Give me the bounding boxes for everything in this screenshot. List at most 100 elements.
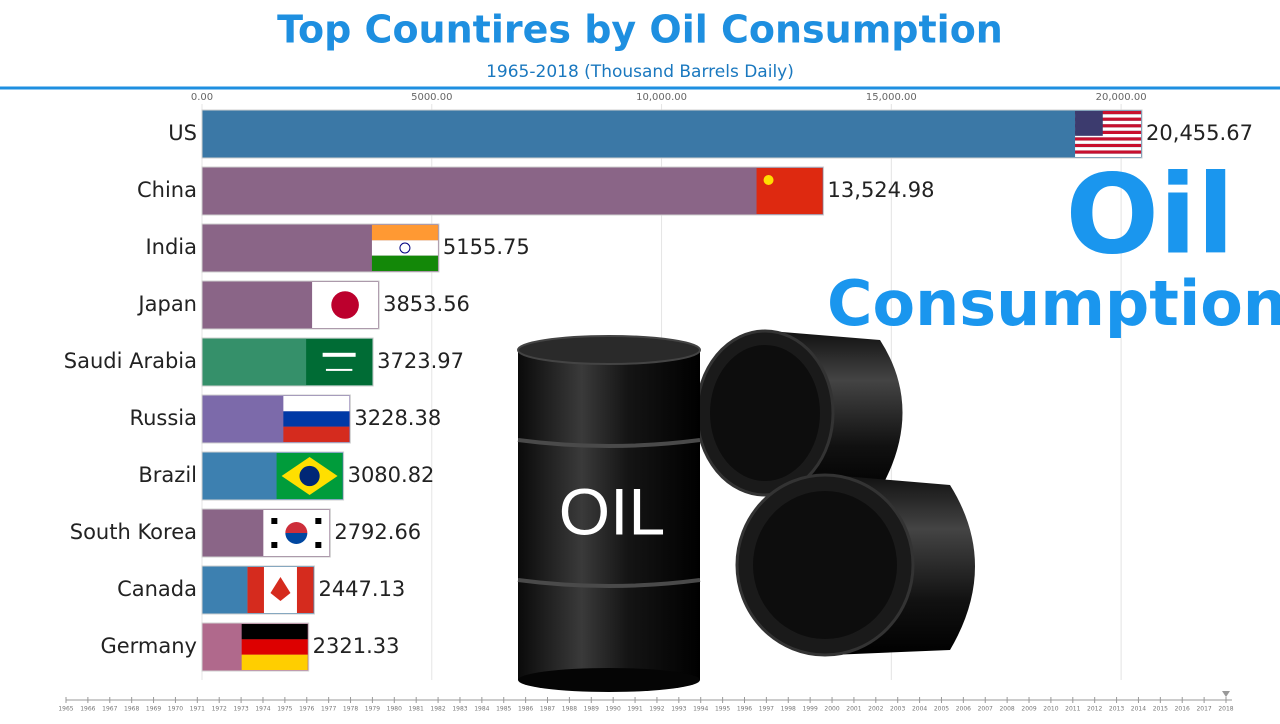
timeline-label: 1966 <box>80 706 95 713</box>
timeline-label: 1965 <box>58 706 73 713</box>
timeline-label: 1983 <box>452 706 467 713</box>
timeline-label: 2007 <box>978 706 993 713</box>
timeline-label: 1985 <box>496 706 511 713</box>
bar <box>201 166 825 216</box>
category-label: US <box>168 121 197 145</box>
flag <box>241 624 308 670</box>
value-label: 2321.33 <box>313 634 400 658</box>
timeline-label: 1991 <box>627 706 642 713</box>
flag-part <box>296 567 314 613</box>
timeline-label: 1967 <box>102 706 117 713</box>
overlay-title: Oil <box>1066 150 1235 278</box>
category-label: Japan <box>136 292 197 316</box>
timeline-label: 1984 <box>474 706 489 713</box>
timeline-label: 1980 <box>387 706 402 713</box>
timeline-label: 1993 <box>671 706 686 713</box>
flag <box>756 168 823 214</box>
flag-part <box>371 225 438 241</box>
value-label: 3080.82 <box>348 463 435 487</box>
timeline-label: 1986 <box>518 706 533 713</box>
timeline-label: 2001 <box>846 706 861 713</box>
timeline-label: 2000 <box>824 706 839 713</box>
timeline-label: 1992 <box>649 706 664 713</box>
flag-part <box>1075 150 1142 154</box>
flag-part <box>285 522 308 533</box>
flag-part <box>399 242 411 254</box>
category-label: Germany <box>100 634 197 658</box>
timeline-label: 1973 <box>233 706 248 713</box>
barrel-label: OIL <box>559 474 665 548</box>
timeline-label: 2016 <box>1175 706 1190 713</box>
timeline-label: 2018 <box>1218 706 1233 713</box>
timeline: 1965 1966 1967 1968 1969 1970 1971 1972 1973 1974… <box>58 691 1234 713</box>
value-label: 2447.13 <box>318 577 405 601</box>
category-label: China <box>137 178 197 202</box>
timeline-label: 1987 <box>540 706 555 713</box>
flag-part <box>1075 117 1142 121</box>
flag <box>263 510 330 556</box>
timeline-label: 1995 <box>715 706 730 713</box>
timeline-label: 2004 <box>912 706 927 713</box>
value-label: 20,455.67 <box>1146 121 1253 145</box>
timeline-label: 1999 <box>803 706 818 713</box>
bar <box>201 109 1143 159</box>
timeline-label: 2005 <box>934 706 949 713</box>
timeline-label: 1989 <box>584 706 599 713</box>
timeline-label: 1997 <box>759 706 774 713</box>
timeline-label: 2009 <box>1021 706 1036 713</box>
timeline-label: 1990 <box>606 706 621 713</box>
flag-part <box>1075 140 1142 144</box>
flag-part <box>1075 130 1142 134</box>
flag-part <box>283 396 350 412</box>
value-label: 3228.38 <box>354 406 441 430</box>
timeline-label: 1994 <box>693 706 708 713</box>
flag <box>312 282 379 328</box>
flag-part <box>285 533 308 544</box>
flag-part <box>241 639 308 655</box>
flag-part <box>1075 134 1142 138</box>
timeline-label: 2011 <box>1065 706 1080 713</box>
timeline-label: 2006 <box>956 706 971 713</box>
timeline-label: 2017 <box>1196 706 1211 713</box>
timeline-label: 1982 <box>430 706 445 713</box>
value-label: 5155.75 <box>443 235 530 259</box>
category-label: Brazil <box>138 463 197 487</box>
timeline-label: 1975 <box>277 706 292 713</box>
flag-part <box>306 339 373 385</box>
flag-part <box>271 542 278 548</box>
overlay-subtitle: Consumption <box>827 267 1280 340</box>
flag-part <box>1075 120 1142 125</box>
timeline-label: 2010 <box>1043 706 1058 713</box>
flag-part <box>756 168 823 214</box>
timeline-label: 2014 <box>1131 706 1146 713</box>
timeline-label: 1971 <box>190 706 205 713</box>
flag-part <box>315 542 322 548</box>
timeline-label: 1968 <box>124 706 139 713</box>
flag-part <box>271 518 278 524</box>
timeline-label: 2008 <box>999 706 1014 713</box>
value-label: 13,524.98 <box>828 178 935 202</box>
timeline-label: 2015 <box>1153 706 1168 713</box>
flag-part <box>1075 127 1142 131</box>
flag-part <box>331 291 359 319</box>
chart-subtitle: 1965-2018 (Thousand Barrels Daily) <box>486 62 794 82</box>
x-tick-label: 20,000.00 <box>1096 92 1147 103</box>
flag <box>371 225 438 271</box>
flag-part <box>1075 124 1142 128</box>
category-label: Canada <box>117 577 197 601</box>
flag-part <box>241 624 308 640</box>
flag-part <box>763 175 774 185</box>
timeline-label: 2002 <box>868 706 883 713</box>
barrels: OIL <box>517 329 975 692</box>
flag <box>283 396 350 442</box>
value-label: 3723.97 <box>377 349 464 373</box>
category-label: Russia <box>129 406 197 430</box>
bars: US 20,455.67 China 13,524.98 India 5155.75 Jap… <box>64 109 1253 672</box>
flag-part <box>1075 147 1142 151</box>
flag <box>1075 111 1142 157</box>
category-label: India <box>145 235 197 259</box>
flag-part <box>322 352 356 357</box>
timeline-label: 1981 <box>409 706 424 713</box>
flag <box>276 453 343 499</box>
